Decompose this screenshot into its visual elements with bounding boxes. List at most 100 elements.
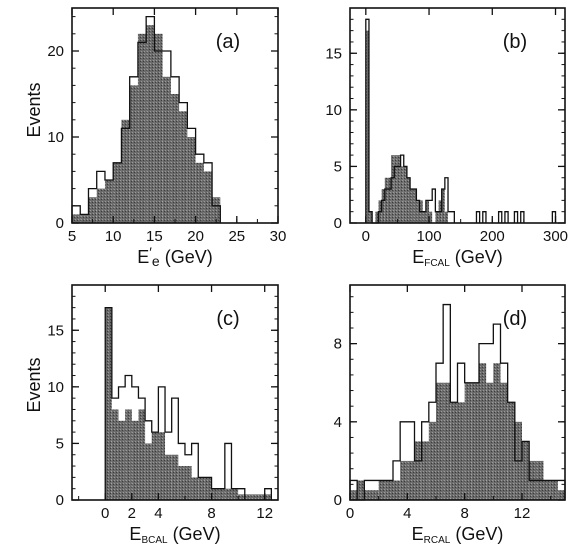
filled-bar: [486, 382, 494, 500]
x-tick-label: 5: [68, 228, 76, 245]
filled-bar: [393, 480, 401, 500]
filled-bar: [416, 200, 420, 223]
filled-bar: [471, 382, 479, 500]
panel-label: (d): [503, 308, 527, 330]
filled-bar: [543, 480, 551, 500]
x-tick-label: 0: [101, 505, 109, 522]
x-tick-label: 30: [270, 228, 287, 245]
filled-bar: [145, 443, 152, 500]
filled-bar: [211, 488, 219, 500]
y-tick-label: 10: [325, 102, 342, 119]
filled-bar: [422, 211, 426, 223]
x-axis-label: E′e (GeV): [137, 244, 212, 269]
filled-bar: [203, 171, 213, 223]
filled-bar: [146, 25, 155, 224]
filled-bar: [421, 441, 429, 500]
filled-bar: [184, 466, 192, 500]
filled-bar: [371, 490, 379, 500]
plot-frame: [71, 284, 279, 501]
x-axis-label: EBCAL (GeV): [129, 524, 220, 546]
filled-bar: [104, 180, 114, 223]
y-tick-label: 0: [56, 215, 64, 232]
filled-bar: [368, 211, 373, 223]
y-tick-label: 15: [325, 45, 342, 62]
x-tick-label: 2: [128, 505, 136, 522]
filled-bar: [385, 480, 393, 500]
filled-bar: [137, 33, 147, 223]
filled-bar: [357, 480, 365, 500]
y-tick-label: 10: [47, 129, 64, 146]
y-tick-label: 5: [56, 435, 64, 452]
filled-bar: [457, 402, 465, 500]
x-tick-label: 10: [105, 228, 122, 245]
y-tick-label: 0: [334, 215, 342, 232]
filled-bar: [264, 494, 272, 500]
filled-bar: [436, 382, 444, 500]
filled-bar: [441, 189, 445, 223]
filled-bar: [113, 162, 122, 223]
filled-bar: [403, 166, 407, 223]
filled-bar: [397, 155, 401, 223]
filled-bar: [231, 488, 239, 500]
filled-bar: [435, 211, 439, 223]
outline-histogram: [365, 18, 557, 224]
filled-bar: [365, 30, 369, 224]
filled-bar: [425, 200, 430, 223]
filled-bar: [251, 494, 259, 500]
x-tick-label: 25: [228, 228, 245, 245]
filled-bar: [400, 460, 408, 500]
filled-bar: [557, 490, 565, 500]
filled-bar: [204, 477, 212, 500]
outline-histogram: [71, 15, 221, 223]
filled-bar: [387, 177, 392, 223]
x-tick-label: 15: [146, 228, 163, 245]
y-tick-label: 4: [334, 414, 342, 431]
x-tick-label: 12: [514, 505, 531, 522]
filled-bar: [400, 166, 404, 223]
x-tick-label: 4: [154, 505, 162, 522]
panel-d: 0 4 8 12 0 4 8 (d) ERCAL (GeV): [334, 284, 566, 546]
y-tick-label: 5: [334, 158, 342, 175]
filled-bar: [410, 189, 414, 223]
x-tick-label: 20: [187, 228, 204, 245]
filled-bar: [118, 420, 126, 500]
x-tick-label: 8: [460, 505, 468, 522]
filled-bar: [195, 162, 204, 223]
y-tick-label: 0: [56, 492, 64, 509]
plot-frame: [349, 7, 566, 224]
filled-bar: [413, 189, 417, 223]
filled-bar: [464, 382, 472, 500]
filled-bar: [131, 420, 139, 500]
filled-bar: [428, 421, 436, 500]
filled-bar: [125, 409, 132, 500]
filled-bar: [129, 85, 138, 224]
filled-bar: [258, 494, 265, 500]
panel-label: (b): [503, 31, 527, 53]
y-axis-label-bottom: Events: [24, 357, 44, 412]
filled-bar: [364, 490, 372, 500]
filled-bar: [218, 488, 225, 500]
filled-bar: [121, 119, 130, 223]
filled-bar: [171, 454, 179, 500]
x-tick-label: 0: [346, 505, 354, 522]
filled-bar: [394, 155, 398, 223]
filled-bar: [154, 33, 163, 223]
filled-bar: [96, 188, 105, 223]
filled-bar: [381, 189, 385, 223]
y-tick-label: 0: [334, 492, 342, 509]
y-tick-label: 20: [47, 43, 64, 60]
filled-bar: [170, 94, 180, 223]
x-tick-label: 4: [403, 505, 411, 522]
filled-bar: [238, 494, 245, 500]
filled-bar: [111, 409, 119, 500]
filled-bar: [550, 480, 558, 500]
filled-bar: [444, 211, 449, 223]
filled-bar: [443, 382, 451, 500]
filled-bar: [162, 76, 171, 223]
filled-bar: [522, 441, 530, 500]
filled-bar: [406, 177, 411, 223]
filled-bar: [479, 363, 487, 500]
outline-histogram: [349, 303, 566, 501]
x-tick-label: 100: [417, 228, 442, 245]
